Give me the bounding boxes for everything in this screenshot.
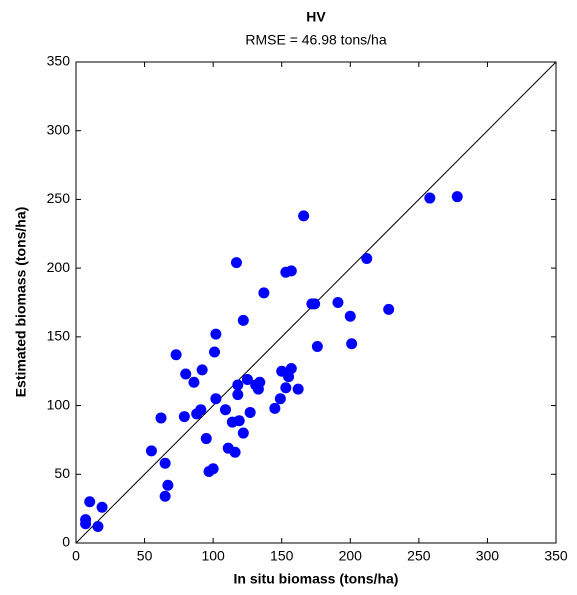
point	[207, 463, 219, 475]
y-tick-label: 150	[47, 328, 71, 344]
point	[232, 389, 244, 401]
point	[96, 501, 108, 513]
point	[188, 376, 200, 388]
point	[280, 382, 292, 394]
point	[285, 265, 297, 277]
point	[200, 433, 212, 445]
y-tick-label: 50	[54, 465, 70, 481]
point	[229, 446, 241, 458]
y-tick-label: 0	[62, 534, 70, 550]
point	[92, 521, 104, 533]
point	[162, 479, 174, 491]
point	[155, 412, 167, 424]
point	[383, 303, 395, 315]
y-tick-label: 100	[47, 396, 71, 412]
point	[233, 415, 245, 427]
point	[241, 373, 253, 385]
point	[219, 404, 231, 416]
point	[159, 490, 171, 502]
y-tick-label: 300	[47, 121, 71, 137]
point	[230, 257, 242, 269]
x-tick-label: 250	[407, 548, 431, 564]
x-tick-label: 150	[270, 548, 294, 564]
point	[80, 518, 92, 530]
point	[232, 379, 244, 391]
point	[344, 310, 356, 322]
point	[346, 338, 358, 350]
x-tick-label: 300	[476, 548, 500, 564]
x-tick-label: 100	[201, 548, 225, 564]
point	[332, 297, 344, 308]
x-tick-label: 200	[339, 548, 363, 564]
point	[451, 191, 463, 203]
point	[237, 314, 249, 326]
x-axis-label: In situ biomass (tons/ha)	[234, 571, 399, 587]
point	[145, 445, 157, 457]
point	[274, 393, 286, 405]
point	[84, 496, 96, 508]
point	[424, 192, 436, 204]
x-tick-label: 350	[544, 548, 568, 564]
y-tick-label: 350	[47, 53, 71, 69]
point	[195, 404, 207, 416]
point	[285, 362, 297, 374]
point	[309, 298, 321, 310]
point	[170, 349, 182, 361]
point	[258, 287, 270, 299]
y-axis-label: Estimated biomass (tons/ha)	[13, 207, 29, 398]
point	[361, 253, 373, 265]
point	[311, 340, 323, 352]
point	[209, 346, 221, 358]
point	[159, 457, 171, 469]
chart-title: HV	[306, 9, 326, 25]
point	[237, 427, 249, 439]
point	[254, 376, 266, 388]
point	[196, 364, 208, 376]
point	[244, 406, 256, 418]
point	[178, 411, 190, 423]
y-tick-label: 250	[47, 190, 71, 206]
point	[210, 328, 222, 340]
y-tick-label: 200	[47, 259, 71, 275]
point	[269, 402, 281, 414]
point	[210, 393, 222, 405]
x-tick-label: 0	[72, 548, 80, 564]
point	[180, 368, 192, 380]
point	[298, 210, 310, 222]
point	[292, 383, 304, 395]
chart-subtitle: RMSE = 46.98 tons/ha	[245, 32, 386, 48]
x-tick-label: 50	[137, 548, 153, 564]
